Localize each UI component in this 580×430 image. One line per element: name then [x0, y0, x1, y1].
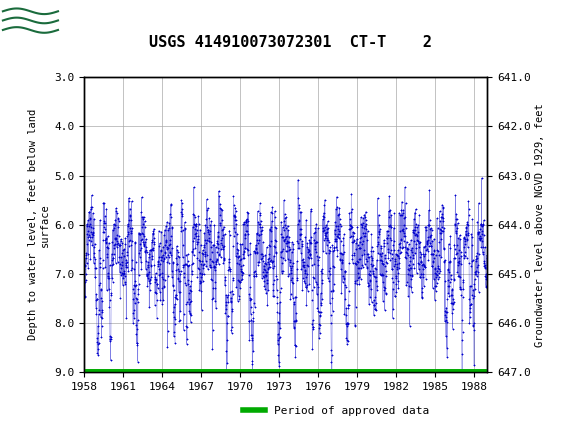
Y-axis label: Depth to water level, feet below land
surface: Depth to water level, feet below land su…	[28, 109, 50, 340]
Bar	[3, 3, 58, 32]
Y-axis label: Groundwater level above NGVD 1929, feet: Groundwater level above NGVD 1929, feet	[535, 103, 545, 347]
Legend: Period of approved data: Period of approved data	[239, 401, 434, 420]
Text: USGS: USGS	[64, 10, 111, 25]
Text: USGS 414910073072301  CT-T    2: USGS 414910073072301 CT-T 2	[148, 35, 432, 50]
